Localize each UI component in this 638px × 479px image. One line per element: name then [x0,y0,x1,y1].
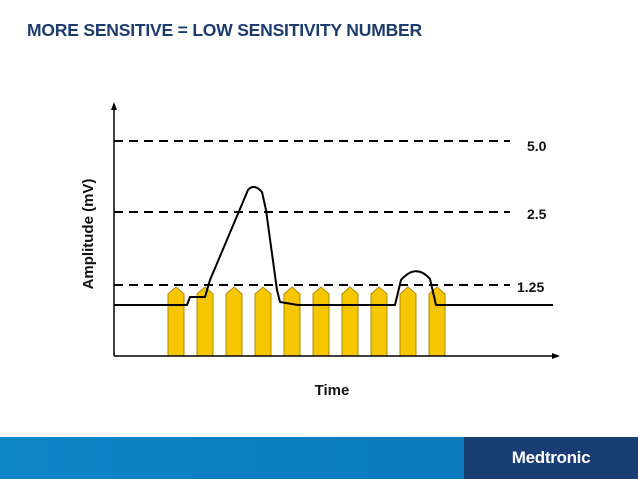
noise-marker [254,286,272,357]
signal-trace [114,186,553,306]
noise-marker [283,286,301,357]
y-axis-label: Amplitude (mV) [80,179,97,290]
noise-marker [341,286,359,357]
threshold-label-5: 5.0 [527,138,547,154]
noise-marker [370,286,388,357]
footer-bar: Medtronic [0,437,638,479]
noise-marker [399,286,417,357]
x-axis-arrow [552,353,560,359]
noise-markers [167,286,446,357]
slide-title: MORE SENSITIVE = LOW SENSITIVITY NUMBER [27,20,422,40]
noise-marker [225,286,243,357]
amplitude-diagram: 5.0 2.5 1.25 Amplitude (mV) Time [80,102,560,399]
noise-marker [312,286,330,357]
y-axis-arrow [111,102,117,110]
medtronic-logo: Medtronic [511,448,591,467]
brand-block: Medtronic [464,437,638,479]
threshold-label-1-25: 1.25 [517,279,544,295]
threshold-label-2-5: 2.5 [527,206,547,222]
noise-marker [167,286,185,357]
noise-marker [428,286,446,357]
x-axis-label: Time [315,382,350,399]
